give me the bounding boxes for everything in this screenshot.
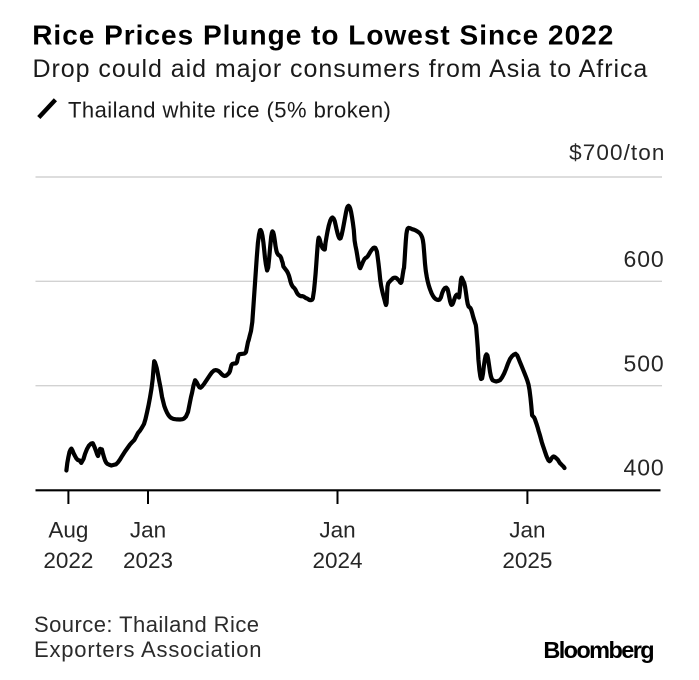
svg-text:600: 600 (624, 246, 665, 272)
svg-text:500: 500 (624, 351, 665, 377)
svg-text:Source: Thailand Rice: Source: Thailand Rice (34, 612, 260, 637)
svg-text:2023: 2023 (123, 548, 173, 573)
svg-text:2022: 2022 (43, 548, 93, 573)
svg-text:Jan: Jan (509, 517, 545, 542)
svg-text:Drop could aid major consumers: Drop could aid major consumers from Asia… (33, 55, 649, 83)
svg-text:2025: 2025 (502, 548, 552, 573)
svg-text:Rice Prices Plunge to Lowest S: Rice Prices Plunge to Lowest Since 2022 (32, 20, 614, 51)
svg-text:400: 400 (624, 455, 665, 481)
svg-text:Aug: Aug (48, 517, 88, 542)
svg-text:Bloomberg: Bloomberg (543, 637, 653, 663)
svg-text:$700/ton: $700/ton (569, 140, 665, 165)
svg-text:Jan: Jan (130, 517, 166, 542)
svg-text:Thailand white rice (5% broken: Thailand white rice (5% broken) (68, 98, 391, 123)
svg-text:Exporters Association: Exporters Association (34, 637, 262, 662)
svg-text:2024: 2024 (312, 548, 362, 573)
svg-text:Jan: Jan (319, 517, 355, 542)
